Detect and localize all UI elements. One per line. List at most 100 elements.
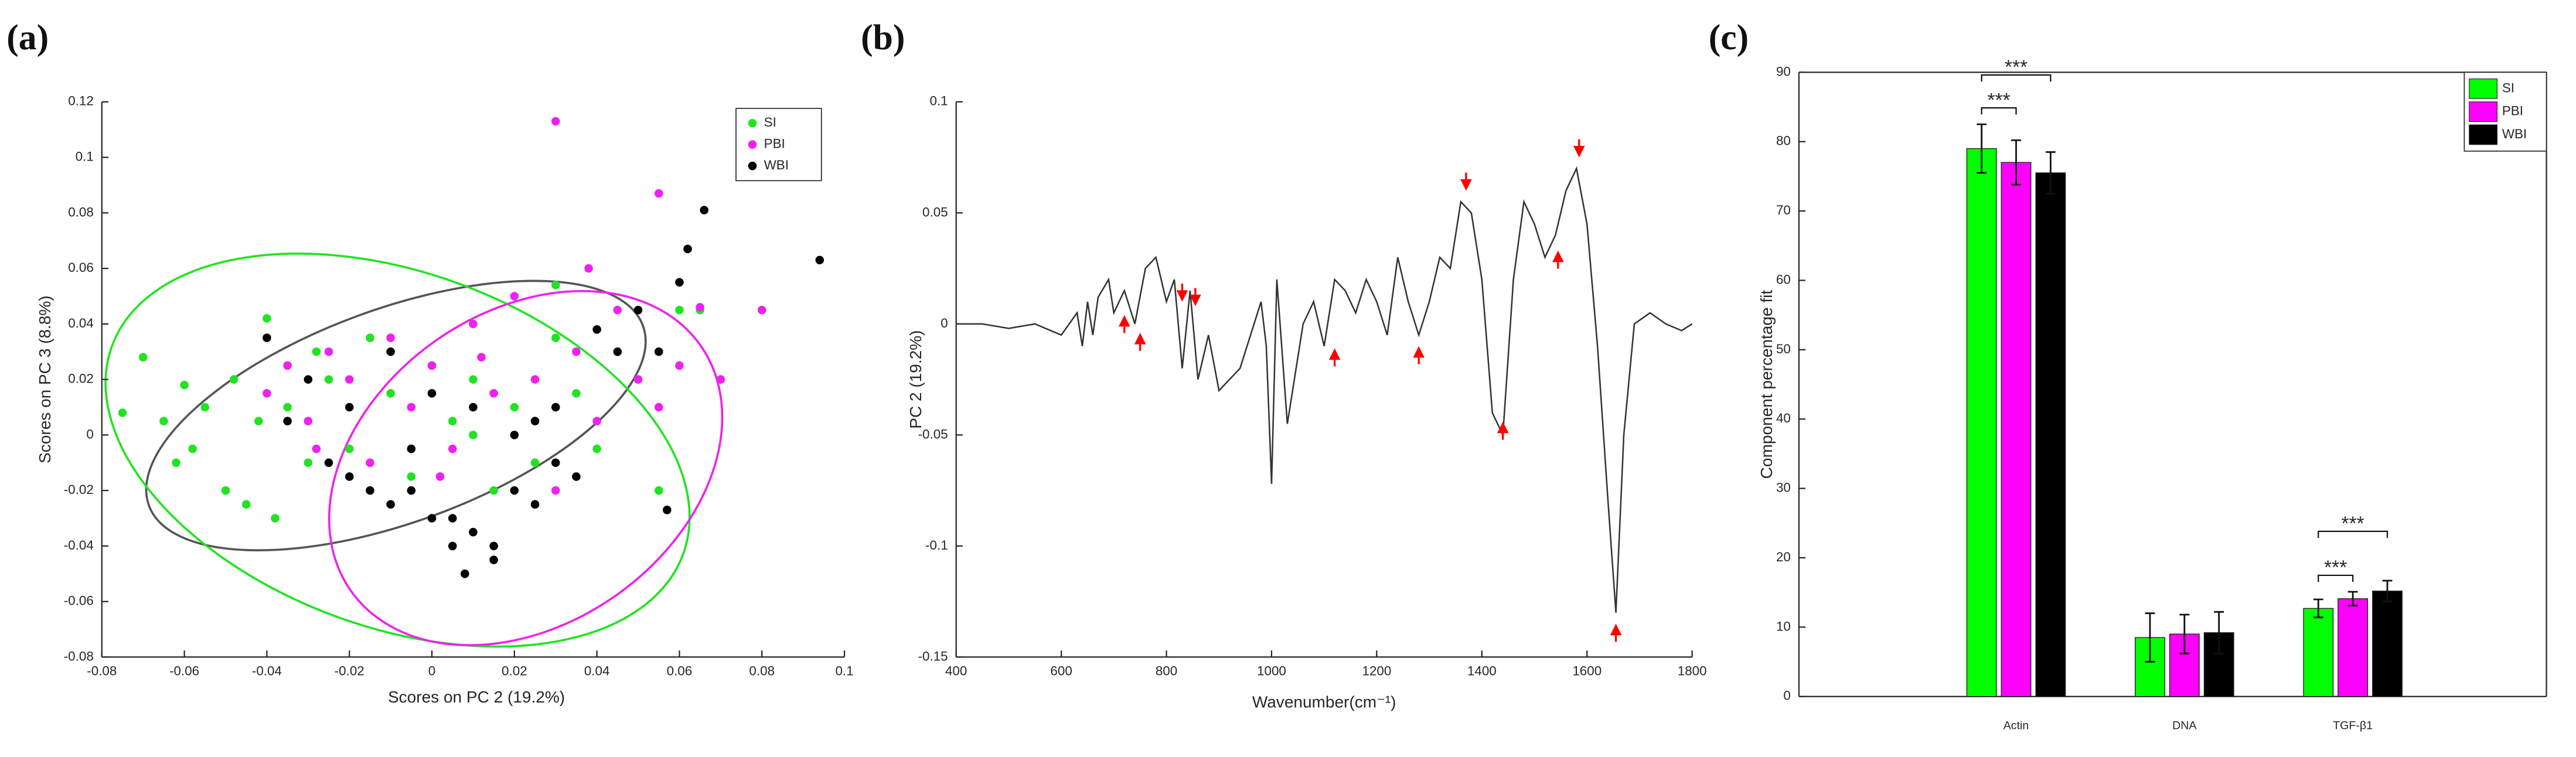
point	[654, 486, 663, 495]
point	[304, 458, 313, 468]
point	[592, 444, 601, 453]
y-tick-label: 40	[1776, 411, 1791, 425]
error-bar	[1977, 123, 1987, 174]
point	[283, 361, 292, 370]
point	[427, 514, 437, 523]
point	[510, 486, 519, 495]
y-tick-label: -0.06	[64, 594, 94, 608]
point	[551, 281, 560, 289]
arrow-marker	[1413, 346, 1425, 364]
point	[510, 292, 519, 301]
x-tick-label: 1200	[1362, 664, 1391, 678]
point	[592, 417, 601, 425]
x-tick-label: 600	[1050, 664, 1072, 678]
point	[448, 417, 457, 425]
arrow-marker	[1460, 172, 1472, 191]
y-tick-label: 0.12	[68, 94, 94, 108]
point	[530, 500, 540, 509]
point	[700, 206, 708, 214]
bar	[2303, 608, 2334, 697]
x-tick-label: 0.02	[502, 664, 527, 678]
significance-label: ***	[2005, 57, 2028, 79]
error-bar	[2011, 139, 2021, 186]
significance-label: ***	[1987, 90, 2010, 111]
y-tick-label: -0.08	[64, 649, 94, 663]
point	[683, 244, 692, 254]
arrow-marker	[1176, 284, 1188, 302]
x-tick-label: 0.06	[667, 664, 693, 678]
point	[469, 527, 478, 537]
y-tick-label: 10	[1776, 619, 1791, 633]
point	[345, 403, 354, 412]
point	[448, 444, 457, 453]
point	[283, 417, 292, 425]
ellipse-si	[104, 253, 691, 648]
y-tick-label: 60	[1776, 272, 1791, 287]
point	[345, 444, 354, 453]
x-axis-label: Scores on PC 2 (19.2%)	[388, 688, 565, 706]
point	[188, 444, 197, 453]
point	[271, 514, 280, 523]
y-tick-label: 20	[1776, 550, 1791, 564]
error-bar	[2045, 151, 2056, 195]
point	[407, 486, 416, 495]
arrow-marker	[1328, 348, 1341, 367]
point	[530, 375, 540, 384]
point	[633, 305, 643, 315]
point	[613, 305, 622, 315]
error-bar	[2313, 598, 2323, 619]
point	[489, 486, 498, 495]
y-tick-label: 0.1	[930, 94, 948, 108]
arrow-head	[1573, 145, 1585, 158]
legend-label: WBI	[764, 158, 789, 172]
point	[654, 189, 663, 198]
x-tick-label: 1800	[1678, 664, 1707, 678]
point	[254, 417, 263, 425]
spectrum-line	[956, 166, 1693, 613]
x-tick-label: 0.04	[584, 664, 610, 678]
arrow-head	[1552, 250, 1564, 262]
point	[510, 403, 519, 412]
legend-label: SI	[764, 115, 776, 129]
point	[366, 458, 374, 468]
bar	[1966, 148, 1997, 697]
y-tick-label: -0.05	[918, 427, 948, 441]
point	[324, 458, 333, 468]
point	[324, 375, 333, 384]
point	[200, 403, 210, 412]
arrow-head	[1413, 346, 1425, 358]
point	[263, 333, 271, 342]
point	[345, 472, 354, 481]
ellipse-pbi	[328, 290, 724, 647]
point	[427, 389, 437, 398]
arrow-marker	[1610, 623, 1622, 642]
point	[241, 500, 251, 509]
point	[551, 333, 560, 342]
arrow-head	[1497, 421, 1509, 434]
y-tick-label: 0.06	[68, 260, 94, 275]
point	[312, 444, 321, 453]
point	[221, 486, 230, 495]
point	[469, 431, 478, 439]
x-tick-label: TGF-β1	[2333, 719, 2373, 732]
point	[312, 347, 321, 356]
arrow-head	[1460, 179, 1472, 191]
x-tick-label: 1600	[1572, 664, 1602, 678]
error-bar	[2214, 611, 2224, 654]
panel-label: (c)	[1709, 18, 1749, 57]
point	[283, 403, 292, 412]
point	[304, 375, 313, 384]
point	[386, 347, 395, 356]
bar	[2135, 637, 2165, 697]
x-tick-label: 1400	[1467, 664, 1497, 678]
point	[613, 347, 622, 356]
point	[584, 264, 593, 273]
x-tick-label: 800	[1156, 664, 1177, 678]
point	[180, 380, 189, 390]
legend-swatch	[2469, 124, 2497, 145]
y-tick-label: 0.02	[68, 371, 94, 386]
y-tick-label: 80	[1776, 134, 1791, 148]
arrow-head	[1176, 290, 1188, 302]
x-tick-label: 0.08	[749, 664, 775, 678]
